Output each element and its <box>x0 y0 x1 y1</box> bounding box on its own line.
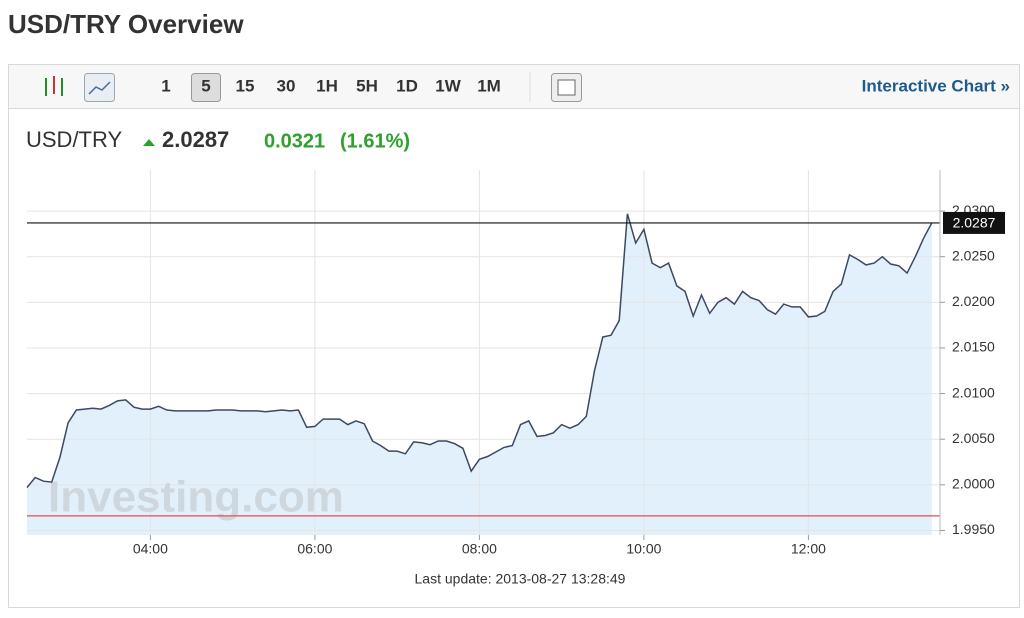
y-tick-label: 2.0100 <box>952 384 995 400</box>
table-icon <box>557 79 576 96</box>
interval-button[interactable]: 1M <box>477 76 501 95</box>
area-fill <box>27 213 932 536</box>
watermark: Investing.com <box>48 473 344 522</box>
interval-button[interactable]: 1D <box>396 76 418 95</box>
y-tick-label: 2.0250 <box>952 247 995 263</box>
interval-button[interactable]: 30 <box>277 76 296 95</box>
last-update: Last update: 2013-08-27 13:28:49 <box>415 571 626 587</box>
interval-button[interactable]: 15 <box>236 76 255 95</box>
x-tick-label: 04:00 <box>133 541 168 557</box>
line-icon <box>88 81 111 95</box>
x-tick-label: 10:00 <box>626 541 661 557</box>
quote-change-pct: (1.61%) <box>340 130 410 152</box>
x-tick-label: 08:00 <box>462 541 497 557</box>
interactive-chart-link[interactable]: Interactive Chart » <box>862 76 1010 95</box>
quote-price: 2.0287 <box>162 127 229 152</box>
up-arrow <box>143 139 155 146</box>
price-line <box>26 213 933 488</box>
x-tick-label: 06:00 <box>297 541 332 557</box>
toolbar <box>9 65 1019 108</box>
interval-button[interactable]: 1W <box>435 76 461 95</box>
y-tick-label: 2.0200 <box>952 293 995 309</box>
interval-button[interactable]: 1 <box>161 76 170 95</box>
last-price-box <box>943 211 1005 234</box>
y-tick-label: 2.0000 <box>952 476 995 492</box>
quote-change: 0.0321 <box>264 130 325 152</box>
interval-selected <box>191 73 221 102</box>
x-tick-label: 12:00 <box>791 541 826 557</box>
interval-button[interactable]: 1H <box>316 76 338 95</box>
y-tick-label: 1.9950 <box>952 521 995 537</box>
y-tick-label: 2.0050 <box>952 430 995 446</box>
line-chart-button[interactable] <box>84 73 115 102</box>
interval-button[interactable]: 5 <box>201 76 210 95</box>
page-title: USD/TRY Overview <box>8 9 244 39</box>
y-tick-label: 2.0150 <box>952 339 995 355</box>
interval-button[interactable]: 5H <box>356 76 378 95</box>
candle-icon[interactable] <box>45 76 63 96</box>
last-price-label: 2.0287 <box>953 215 996 231</box>
quote-symbol: USD/TRY <box>26 127 122 152</box>
